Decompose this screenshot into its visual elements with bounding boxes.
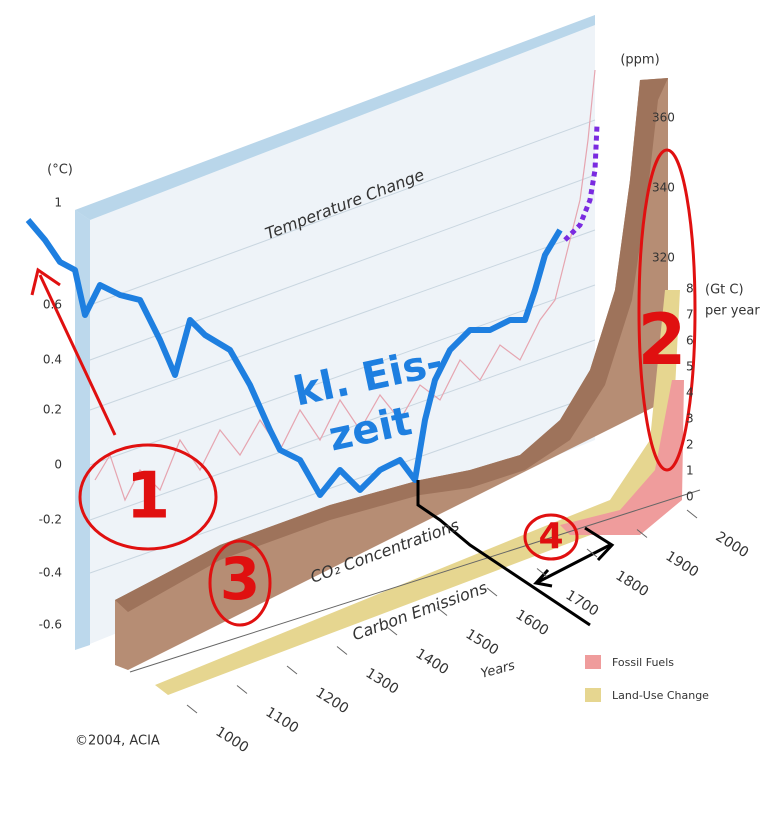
oval-two <box>637 148 697 472</box>
legend-label: Land-Use Change <box>612 689 709 702</box>
year-tick <box>386 626 398 636</box>
year-tick-label: 1300 <box>363 665 402 697</box>
gtc-tick: 6 <box>686 334 694 348</box>
ppm-tick: 340 <box>652 181 675 195</box>
arrow-one <box>38 274 117 436</box>
year-tick-label: 1000 <box>213 724 252 756</box>
note-three: 3 <box>220 545 260 613</box>
years-ticks <box>129 489 701 673</box>
circle-three <box>208 539 272 627</box>
year-tick <box>336 646 348 655</box>
co2-ribbon <box>115 78 668 670</box>
year-tick <box>486 587 498 597</box>
temperature-tick: 0.2 <box>43 403 62 417</box>
emissions-unit: (Gt C) <box>705 283 744 298</box>
legend-label: Fossil Fuels <box>612 656 674 669</box>
temperature-tick: 0.6 <box>43 298 62 312</box>
temperature-tick: 1 <box>54 196 62 210</box>
legend-swatch <box>585 655 601 669</box>
temperature-tick: -0.4 <box>39 566 62 580</box>
fossil-ribbon <box>560 380 684 535</box>
gtc-tick: 7 <box>686 308 694 322</box>
note-four: 4 <box>538 516 563 557</box>
co2-unit: (ppm) <box>620 53 659 68</box>
ppm-tick: 360 <box>652 111 675 125</box>
year-tick <box>436 607 448 616</box>
year-tick <box>636 529 648 538</box>
double-arrow <box>537 543 611 584</box>
credit: ©2004, ACIA <box>75 734 160 749</box>
year-tick-label: 1100 <box>263 704 302 736</box>
wall-top-edge <box>75 15 595 220</box>
hand-line <box>25 218 563 498</box>
year-tick <box>286 665 298 675</box>
year-tick-label: 1600 <box>513 607 552 639</box>
temperature-tick: 0.4 <box>43 353 62 367</box>
year-tick <box>236 685 248 694</box>
temperature-unit: (°C) <box>47 163 73 178</box>
gtc-tick: 1 <box>686 464 694 478</box>
year-tick-label: 1900 <box>663 548 702 580</box>
year-tick-label: 1200 <box>313 685 352 717</box>
note-one: 1 <box>126 460 171 534</box>
wall-grid <box>89 119 596 574</box>
gtc-tick: 2 <box>686 438 694 452</box>
circle-one <box>78 443 218 551</box>
temperature-tick: 0 <box>54 458 62 472</box>
year-tick <box>186 704 198 714</box>
year-tick-label: 1800 <box>613 568 652 600</box>
year-tick <box>536 568 548 577</box>
year-tick-label: 1700 <box>563 587 602 619</box>
wall-left-edge <box>75 210 90 650</box>
ppm-tick: 320 <box>652 251 675 265</box>
year-tick <box>586 548 598 558</box>
hand-dotted <box>563 124 600 242</box>
gtc-tick: 4 <box>686 386 694 400</box>
year-tick-label: 2000 <box>713 529 752 561</box>
black-line <box>416 480 591 627</box>
circle-four <box>523 513 579 561</box>
arrow-head <box>30 267 61 296</box>
gtc-tick: 0 <box>686 490 694 504</box>
note-two: 2 <box>638 299 687 381</box>
arrow-head-right <box>584 526 615 562</box>
temperature-tick: -0.2 <box>39 513 62 527</box>
emissions-unit-2: per year <box>705 304 760 319</box>
temperature-trace <box>94 69 596 502</box>
gtc-tick: 3 <box>686 412 694 426</box>
gtc-tick: 8 <box>686 282 694 296</box>
year-tick <box>686 509 698 519</box>
year-tick-label: 1500 <box>463 626 502 658</box>
gtc-tick: 5 <box>686 360 694 374</box>
years-label: Years <box>479 658 517 682</box>
year-tick-label: 1400 <box>413 646 452 678</box>
legend-swatch <box>585 688 601 702</box>
temperature-tick: -0.6 <box>39 618 62 632</box>
